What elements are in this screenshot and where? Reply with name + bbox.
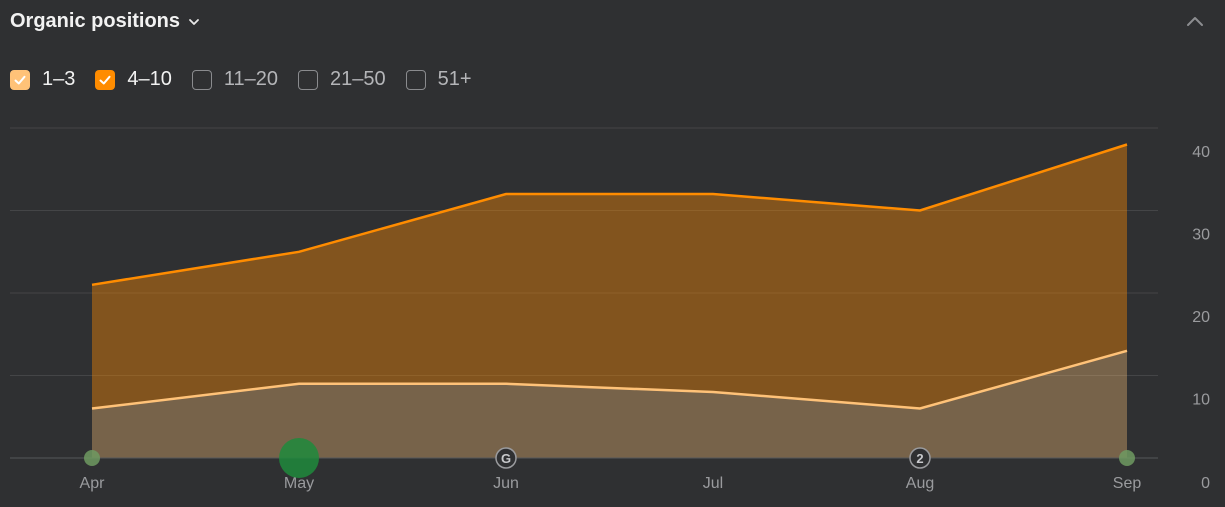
legend-item[interactable]: 21–50: [298, 68, 386, 91]
check-icon: [99, 75, 111, 84]
y-tick-label: 20: [1192, 309, 1210, 326]
checkbox-checked[interactable]: [95, 69, 116, 90]
legend-item[interactable]: 11–20: [191, 68, 279, 91]
legend-item[interactable]: 51+: [405, 68, 472, 91]
event-marker: [1119, 450, 1135, 466]
check-icon: [14, 75, 26, 84]
badge-marker: [909, 447, 931, 469]
checkbox-checked[interactable]: [10, 69, 30, 90]
legend: 1–3 4–10 11–20 21–50 51+: [10, 68, 472, 91]
legend-item[interactable]: 1–3: [10, 68, 75, 91]
x-tick-label: Sep: [1113, 475, 1142, 492]
event-marker: [84, 450, 100, 466]
legend-label: 51+: [437, 68, 472, 90]
legend-label: 4–10: [127, 68, 172, 90]
section-title[interactable]: Organic positions: [10, 10, 200, 33]
section-title-label: Organic positions: [10, 10, 181, 32]
x-tick-label: May: [284, 475, 314, 492]
legend-label: 11–20: [223, 68, 279, 90]
checkbox-unchecked[interactable]: [298, 69, 319, 90]
legend-label: 1–3: [42, 68, 76, 90]
legend-item[interactable]: 4–10: [95, 68, 172, 91]
x-tick-label: Jun: [493, 475, 519, 492]
event-marker: [279, 438, 319, 478]
series-1-3-line: [91, 349, 1128, 410]
series-1-3-area: [92, 350, 1127, 458]
y-tick-label: 40: [1192, 144, 1210, 161]
badge-marker: [495, 447, 517, 469]
chevron-down-icon: [189, 18, 199, 25]
x-tick-label: Apr: [80, 475, 106, 492]
y-tick-label: 10: [1192, 392, 1210, 409]
chevron-up-icon[interactable]: [1183, 10, 1207, 34]
y-tick-label: 30: [1192, 227, 1210, 244]
badge-marker-label: 2: [916, 451, 923, 466]
x-tick-label: Aug: [906, 475, 934, 492]
series-4-10-line: [91, 143, 1128, 287]
legend-label: 21–50: [330, 68, 386, 90]
badge-marker-label: G: [501, 451, 511, 466]
checkbox-unchecked[interactable]: [405, 69, 426, 90]
x-tick-label: Jul: [703, 475, 723, 492]
checkbox-unchecked[interactable]: [191, 69, 212, 90]
y-tick-label: 0: [1201, 475, 1210, 492]
series-4-10-area: [92, 144, 1127, 409]
